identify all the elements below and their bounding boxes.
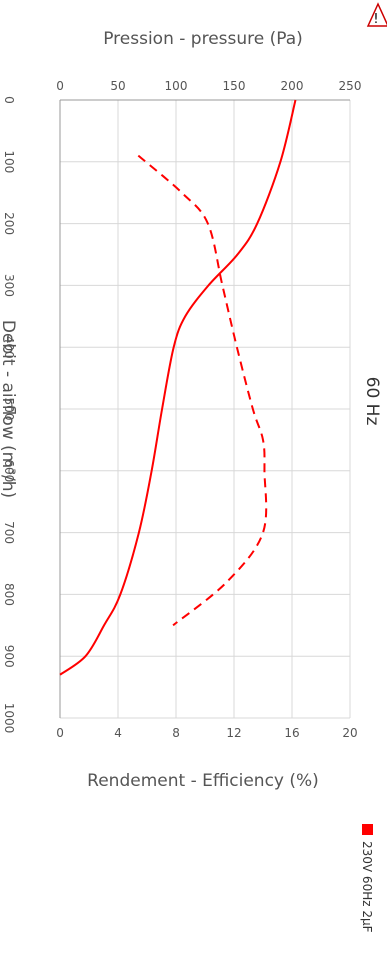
legend[interactable]: 230V 60Hz 2µF	[360, 824, 374, 933]
efficiency-tick-label: 8	[172, 726, 180, 740]
x-tick-label: 900	[2, 645, 16, 668]
pressure-tick-label: 50	[110, 79, 125, 93]
pressure-axis-title: Pression - pressure (Pa)	[103, 29, 303, 49]
pressure-tick-label: 0	[56, 79, 64, 93]
pressure-curve	[59, 99, 297, 676]
pressure-tick-label: 150	[223, 79, 246, 93]
pressure-tick-label: 250	[339, 79, 362, 93]
x-tick-label: 500	[2, 398, 16, 421]
warning-icon[interactable]: !	[366, 2, 387, 27]
x-tick-label: 1000	[2, 703, 16, 734]
efficiency-curve	[137, 154, 268, 627]
series	[59, 99, 297, 676]
axes	[59, 99, 350, 718]
x-axis-title: Debit - airflow (m³/h)	[0, 320, 18, 498]
x-tick-label: 300	[2, 274, 16, 297]
x-tick-label: 0	[2, 96, 16, 104]
x-tick-label: 400	[2, 336, 16, 359]
efficiency-tick-label: 16	[284, 726, 299, 740]
legend-label: 230V 60Hz 2µF	[360, 841, 374, 933]
efficiency-tick-label: 20	[342, 726, 357, 740]
chart-title: 60 Hz	[362, 377, 382, 426]
x-tick-label: 600	[2, 459, 16, 482]
pressure-tick-label: 200	[281, 79, 304, 93]
efficiency-tick-label: 4	[114, 726, 122, 740]
pressure-tick-label: 100	[165, 79, 188, 93]
grid	[60, 100, 351, 719]
legend-swatch	[362, 824, 373, 835]
efficiency-axis-ticks: 0 4 8 12 16 20	[56, 726, 357, 740]
x-axis-ticks: 0 100 200 300 400 500 600 700 800 900 1000	[2, 96, 16, 733]
pressure-axis-ticks: 0 50 100 150 200 250	[56, 79, 361, 93]
x-tick-label: 200	[2, 212, 16, 235]
x-tick-label: 700	[2, 521, 16, 544]
efficiency-axis-title: Rendement - Efficiency (%)	[87, 771, 319, 791]
x-tick-label: 800	[2, 583, 16, 606]
x-tick-label: 100	[2, 150, 16, 173]
warning-icon-label: !	[373, 12, 378, 27]
efficiency-tick-label: 0	[56, 726, 64, 740]
efficiency-tick-label: 12	[226, 726, 241, 740]
